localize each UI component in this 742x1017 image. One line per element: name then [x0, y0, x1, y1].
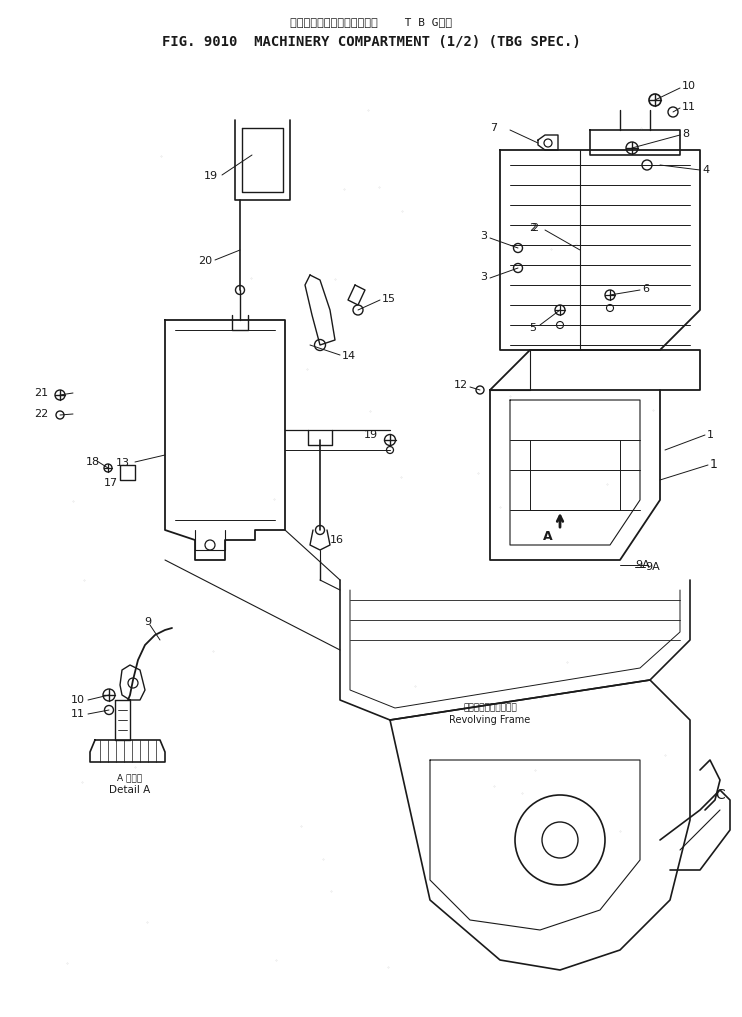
Text: 16: 16 — [330, 535, 344, 545]
Text: 21: 21 — [34, 388, 48, 398]
Text: 7: 7 — [490, 123, 497, 133]
Text: 10: 10 — [71, 695, 85, 705]
Text: 3: 3 — [480, 231, 487, 241]
Text: 1: 1 — [707, 430, 714, 440]
Text: Detail A: Detail A — [109, 785, 151, 795]
Text: 20: 20 — [198, 256, 212, 266]
Text: 5: 5 — [529, 323, 536, 333]
Text: 12: 12 — [454, 380, 468, 390]
Text: 9A: 9A — [635, 560, 650, 570]
Text: Revolving Frame: Revolving Frame — [450, 715, 531, 725]
Text: 6: 6 — [642, 284, 649, 294]
Text: 14: 14 — [342, 351, 356, 361]
Text: 11: 11 — [71, 709, 85, 719]
Text: マシナリーコンパートメント    T B G仕様: マシナリーコンパートメント T B G仕様 — [290, 17, 452, 27]
Text: FIG. 9010  MACHINERY COMPARTMENT (1/2) (TBG SPEC.): FIG. 9010 MACHINERY COMPARTMENT (1/2) (T… — [162, 35, 580, 49]
Text: 3: 3 — [480, 272, 487, 282]
Text: 8: 8 — [682, 129, 689, 139]
Text: 4: 4 — [702, 165, 709, 175]
Text: 17: 17 — [104, 478, 118, 488]
Text: A 詳細図: A 詳細図 — [117, 774, 142, 782]
Text: 15: 15 — [382, 294, 396, 304]
Text: 2: 2 — [531, 223, 538, 233]
Text: 2: 2 — [529, 223, 536, 233]
Text: 11: 11 — [682, 102, 696, 112]
Text: 19: 19 — [204, 171, 218, 181]
Text: 1: 1 — [710, 458, 718, 471]
Text: 10: 10 — [682, 81, 696, 91]
Text: レボルビングフレーム: レボルビングフレーム — [463, 704, 517, 713]
Text: 19: 19 — [364, 430, 378, 440]
Text: 9: 9 — [145, 617, 151, 627]
Text: A: A — [543, 530, 553, 542]
Text: 22: 22 — [33, 409, 48, 419]
Text: C: C — [715, 788, 725, 802]
Text: 9A: 9A — [645, 562, 660, 572]
Text: 13: 13 — [116, 458, 130, 468]
Text: 18: 18 — [86, 457, 100, 467]
